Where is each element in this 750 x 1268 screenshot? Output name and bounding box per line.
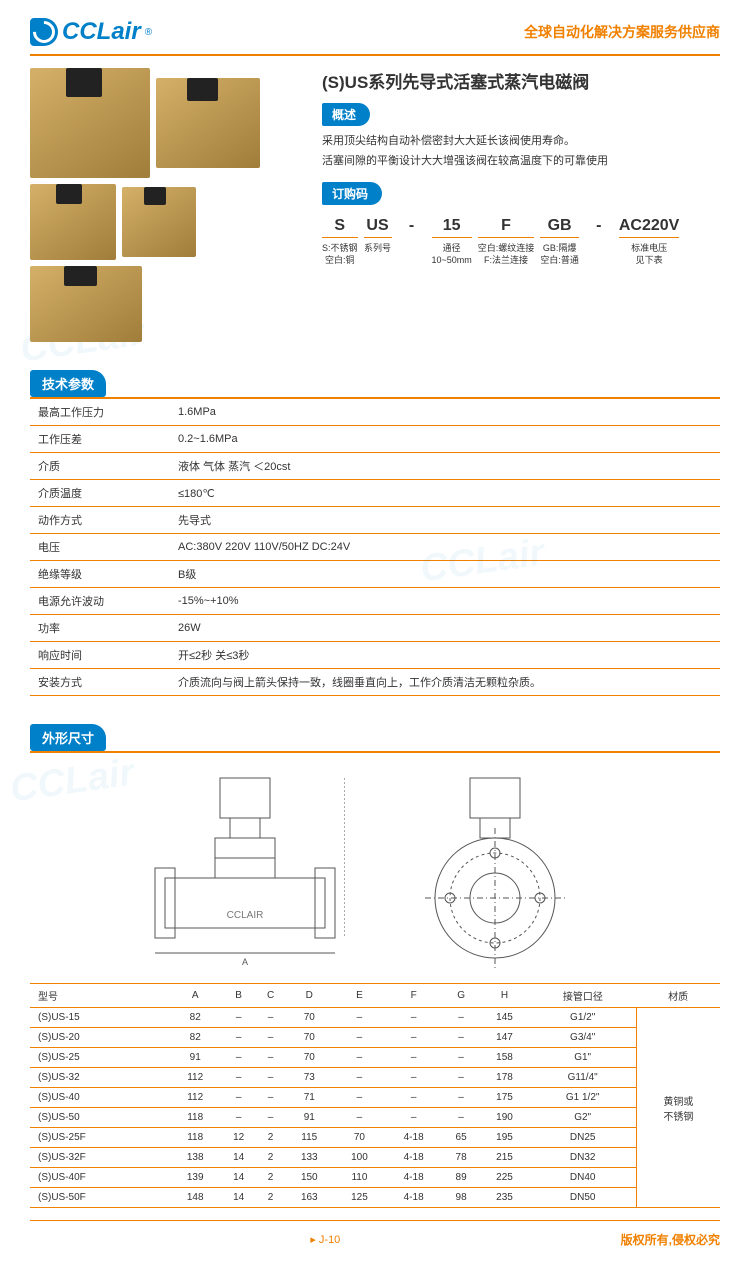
spec-row: 安装方式介质流向与阀上箭头保持一致，线圈垂直向上，工作介质清洁无颗粒杂质。 [30, 669, 720, 696]
svg-text:CCLAIR: CCLAIR [227, 910, 264, 921]
copyright: 版权所有,侵权必究 [621, 1231, 720, 1248]
dim-row: (S)US-40F1391421501104-1889225DN40 [30, 1168, 720, 1188]
spec-row: 功率26W [30, 615, 720, 642]
product-photo [30, 184, 116, 260]
order-code-cell: US系列号 [364, 217, 392, 267]
spec-row: 工作压差0.2~1.6MPa [30, 426, 720, 453]
specs-heading: 技术参数 [30, 370, 106, 397]
spec-row: 动作方式先导式 [30, 507, 720, 534]
product-photo [156, 78, 260, 168]
product-photos [30, 68, 310, 342]
order-code-cell: 15通径 10~50mm [432, 217, 472, 267]
order-code-cell: GBGB:隔爆 空白:普通 [540, 217, 579, 267]
brand-name: CCLair [62, 18, 141, 46]
overview-line: 采用顶尖结构自动补偿密封大大延长该阀使用寿命。 [322, 132, 720, 152]
spec-row: 电压AC:380V 220V 110V/50HZ DC:24V [30, 534, 720, 561]
order-code-cell: - [398, 217, 426, 267]
dim-row: (S)US-2082––70–––147G3/4" [30, 1028, 720, 1048]
header-rule [30, 54, 720, 56]
svg-text:A: A [242, 957, 248, 967]
dim-row: (S)US-32112––73–––178G11/4" [30, 1068, 720, 1088]
dimensions-table: 型号ABCDEFGH接管口径材质 (S)US-1582––70–––145G1/… [30, 983, 720, 1208]
product-title: (S)US系列先导式活塞式蒸汽电磁阀 [322, 68, 720, 93]
order-code-cell: SS:不锈钢 空白:铜 [322, 217, 358, 267]
dim-row: (S)US-1582––70–––145G1/2"黄铜或 不锈钢 [30, 1008, 720, 1028]
brand-logo: CCLair ® [30, 18, 152, 46]
product-photo [122, 187, 196, 257]
dimension-diagram: CCLAIR A [30, 763, 720, 973]
dim-row: (S)US-25F118122115704-1865195DN25 [30, 1128, 720, 1148]
spec-row: 绝缘等级B级 [30, 561, 720, 588]
page-footer: J-10 版权所有,侵权必究 [0, 1221, 750, 1268]
dim-row: (S)US-50118––91–––190G2" [30, 1108, 720, 1128]
dim-row: (S)US-2591––70–––158G1" [30, 1048, 720, 1068]
spec-row: 最高工作压力1.6MPa [30, 399, 720, 426]
specs-table: 最高工作压力1.6MPa工作压差0.2~1.6MPa介质液体 气体 蒸汽 ＜20… [30, 399, 720, 696]
spec-row: 介质温度≤180℃ [30, 480, 720, 507]
order-code-cell: - [585, 217, 613, 267]
material-cell: 黄铜或 不锈钢 [636, 1008, 720, 1208]
dim-row: (S)US-32F1381421331004-1878215DN32 [30, 1148, 720, 1168]
overview-heading: 概述 [322, 103, 370, 126]
page-header: CCLair ® 全球自动化解决方案服务供应商 [0, 0, 750, 54]
product-photo [30, 68, 150, 178]
ordercode-heading: 订购码 [322, 182, 382, 205]
page-number: J-10 [310, 1233, 340, 1246]
dimensions-heading: 外形尺寸 [30, 724, 106, 751]
dim-row: (S)US-50F1481421631254-1898235DN50 [30, 1188, 720, 1208]
overview-line: 活塞间隙的平衡设计大大增强该阀在较高温度下的可靠使用 [322, 152, 720, 172]
spec-row: 介质液体 气体 蒸汽 ＜20cst [30, 453, 720, 480]
product-photo [30, 266, 142, 342]
order-code-cell: AC220V标准电压 见下表 [619, 217, 679, 267]
order-code: SS:不锈钢 空白:铜US系列号-15通径 10~50mmF空白:螺纹连接 F:… [322, 217, 720, 267]
spec-row: 响应时间开≤2秒 关≤3秒 [30, 642, 720, 669]
overview-text: 采用顶尖结构自动补偿密封大大延长该阀使用寿命。 活塞间隙的平衡设计大大增强该阀在… [322, 132, 720, 172]
logo-mark-icon [30, 18, 58, 46]
dim-row: (S)US-40112––71–––175G1 1/2" [30, 1088, 720, 1108]
brand-slogan: 全球自动化解决方案服务供应商 [524, 22, 720, 42]
spec-row: 电源允许波动-15%~+10% [30, 588, 720, 615]
order-code-cell: F空白:螺纹连接 F:法兰连接 [478, 217, 535, 267]
